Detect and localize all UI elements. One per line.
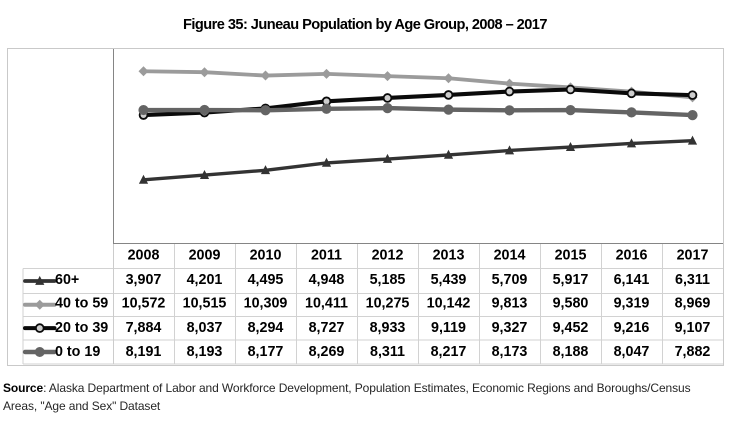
svg-text:9,319: 9,319 [614, 296, 650, 312]
svg-text:7,882: 7,882 [675, 344, 711, 360]
svg-text:2015: 2015 [555, 248, 587, 264]
svg-text:7,884: 7,884 [126, 320, 162, 336]
svg-text:2017: 2017 [677, 248, 709, 264]
svg-text:3,907: 3,907 [126, 272, 162, 288]
svg-text:9,327: 9,327 [492, 320, 528, 336]
svg-text:10,411: 10,411 [305, 296, 348, 312]
svg-text:60+: 60+ [55, 272, 79, 288]
svg-text:9,452: 9,452 [553, 320, 589, 336]
svg-text:8,294: 8,294 [248, 320, 284, 336]
svg-text:2014: 2014 [494, 248, 526, 264]
svg-text:8,933: 8,933 [370, 320, 406, 336]
svg-text:8,269: 8,269 [309, 344, 345, 360]
svg-text:4,948: 4,948 [309, 272, 345, 288]
svg-text:8,311: 8,311 [370, 344, 405, 360]
svg-text:20 to 39: 20 to 39 [55, 320, 108, 336]
svg-text:2009: 2009 [189, 248, 221, 264]
svg-text:9,813: 9,813 [492, 296, 528, 312]
svg-text:8,217: 8,217 [431, 344, 467, 360]
svg-text:10,275: 10,275 [366, 296, 410, 312]
svg-text:9,107: 9,107 [675, 320, 711, 336]
svg-text:6,311: 6,311 [675, 272, 710, 288]
svg-text:8,191: 8,191 [126, 344, 162, 360]
svg-text:4,201: 4,201 [187, 272, 223, 288]
svg-text:2010: 2010 [250, 248, 282, 264]
svg-text:2013: 2013 [433, 248, 465, 264]
svg-text:5,185: 5,185 [370, 272, 406, 288]
svg-text:10,572: 10,572 [122, 296, 166, 312]
svg-text:6,141: 6,141 [614, 272, 650, 288]
svg-text:4,495: 4,495 [248, 272, 284, 288]
svg-text:10,142: 10,142 [427, 296, 471, 312]
svg-text:5,917: 5,917 [553, 272, 589, 288]
svg-text:9,119: 9,119 [431, 320, 466, 336]
svg-text:8,037: 8,037 [187, 320, 223, 336]
svg-text:5,709: 5,709 [492, 272, 528, 288]
svg-text:8,193: 8,193 [187, 344, 223, 360]
svg-text:10,309: 10,309 [244, 296, 288, 312]
svg-text:5,439: 5,439 [431, 272, 467, 288]
svg-text:8,188: 8,188 [553, 344, 589, 360]
svg-text:9,580: 9,580 [553, 296, 589, 312]
svg-text:40 to 59: 40 to 59 [55, 296, 108, 312]
svg-text:2016: 2016 [616, 248, 648, 264]
svg-text:9,216: 9,216 [614, 320, 650, 336]
svg-text:10,515: 10,515 [183, 296, 227, 312]
svg-text:8,969: 8,969 [675, 296, 711, 312]
svg-text:8,727: 8,727 [309, 320, 345, 336]
svg-text:8,177: 8,177 [248, 344, 284, 360]
svg-text:0 to 19: 0 to 19 [55, 344, 100, 360]
svg-text:2012: 2012 [372, 248, 404, 264]
svg-text:2011: 2011 [311, 248, 342, 264]
svg-text:2008: 2008 [128, 248, 160, 264]
svg-text:8,173: 8,173 [492, 344, 528, 360]
svg-text:8,047: 8,047 [614, 344, 650, 360]
